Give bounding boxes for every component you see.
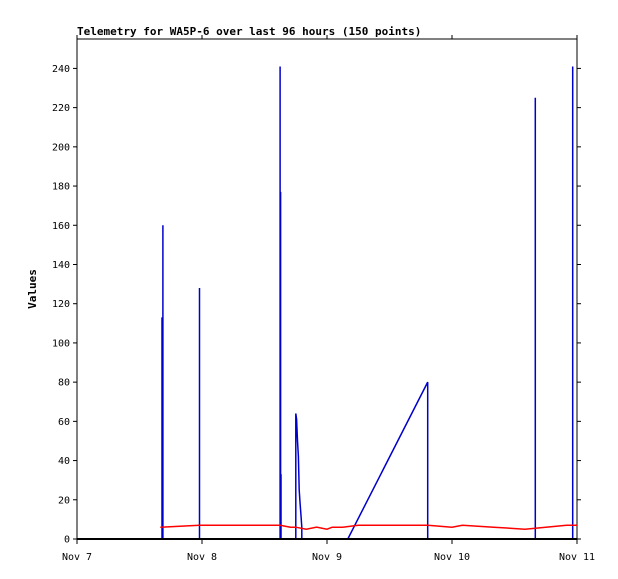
y-tick-label: 140	[52, 260, 70, 271]
y-tick-label: 100	[52, 338, 70, 349]
plot-series-group	[77, 66, 577, 540]
x-tick-label: Nov 11	[559, 552, 595, 563]
y-axis: 0 20 40 60 80 100 120 140 160 180 200 220 240	[52, 64, 581, 546]
y-tick-label: 80	[58, 378, 70, 389]
x-tick-label: Nov 10	[434, 552, 470, 563]
y-axis-label: Values	[26, 269, 39, 309]
y-tick-label: 40	[58, 456, 70, 467]
y-tick-label: 60	[58, 417, 70, 428]
y-tick-label: 200	[52, 142, 70, 153]
x-tick-label: Nov 8	[187, 552, 217, 563]
y-tick-label: 0	[64, 535, 70, 546]
y-tick-label: 220	[52, 103, 70, 114]
y-tick-label: 120	[52, 299, 70, 310]
y-tick-label: 20	[58, 495, 70, 506]
y-tick-label: 160	[52, 221, 70, 232]
chart-title: Telemetry for WA5P-6 over last 96 hours …	[77, 25, 421, 38]
plot-frame	[76, 38, 578, 540]
y-tick-label: 240	[52, 64, 70, 75]
series-line-2	[160, 524, 577, 530]
x-tick-label: Nov 9	[312, 552, 342, 563]
y-tick-label: 180	[52, 182, 70, 193]
x-tick-label: Nov 7	[62, 552, 92, 563]
series-line-1	[161, 66, 574, 540]
x-axis: Nov 7 Nov 8 Nov 9 Nov 10 Nov 11	[62, 35, 595, 563]
